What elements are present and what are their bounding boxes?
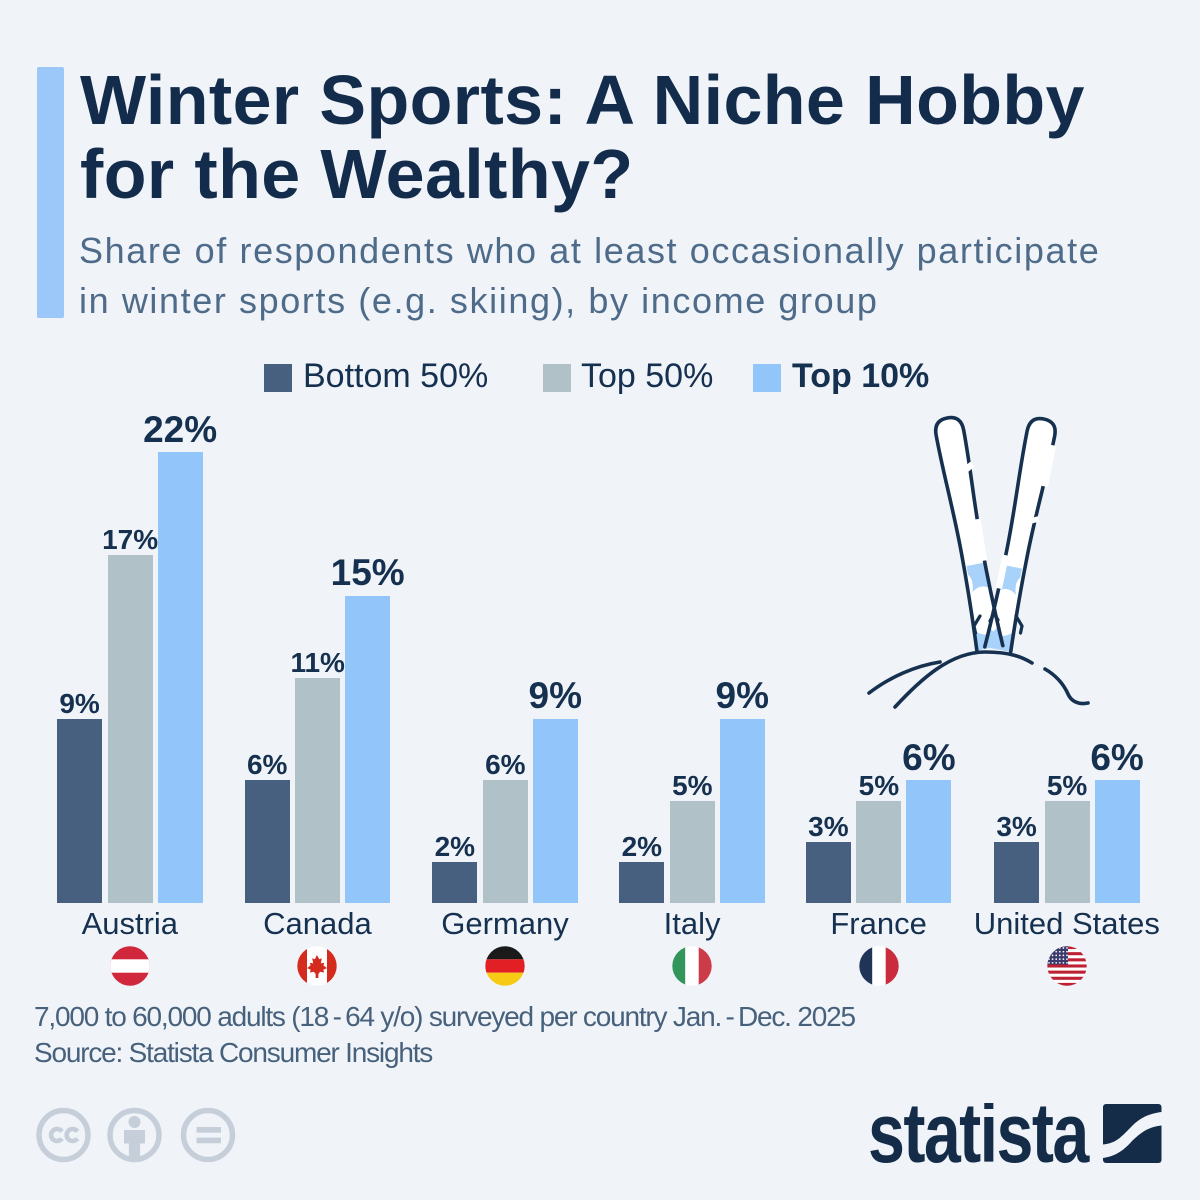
svg-text:statista: statista: [868, 1103, 1090, 1167]
